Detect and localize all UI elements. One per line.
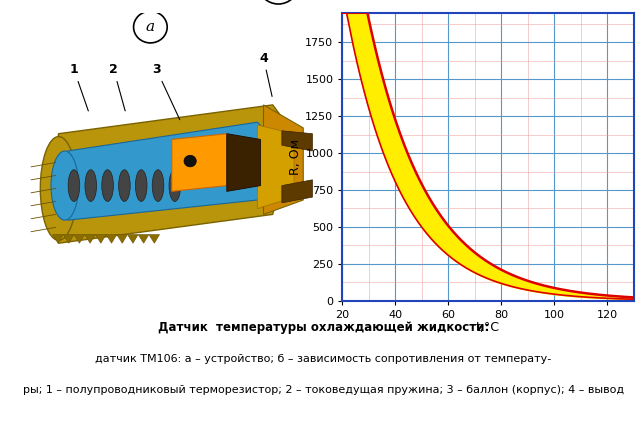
Polygon shape [95, 235, 106, 243]
Ellipse shape [136, 170, 147, 201]
Text: датчик ТМ106: а – устройство; б – зависимость сопротивления от температу-: датчик ТМ106: а – устройство; б – зависи… [95, 354, 551, 364]
Text: 4: 4 [259, 51, 272, 96]
Polygon shape [74, 235, 84, 243]
Polygon shape [257, 125, 294, 208]
Text: 2: 2 [109, 63, 125, 111]
Ellipse shape [51, 151, 79, 220]
Polygon shape [282, 131, 312, 151]
Polygon shape [56, 122, 276, 220]
Ellipse shape [102, 170, 113, 201]
Ellipse shape [184, 155, 196, 167]
Text: 1: 1 [70, 63, 88, 111]
Text: 3: 3 [152, 63, 180, 120]
Ellipse shape [118, 170, 130, 201]
Text: ры; 1 – полупроводниковый терморезистор; 2 – токоведущая пружина; 3 – баллон (ко: ры; 1 – полупроводниковый терморезистор;… [22, 385, 624, 395]
X-axis label: t,°C: t,°C [476, 321, 500, 334]
Ellipse shape [40, 137, 77, 241]
Polygon shape [227, 134, 260, 191]
Ellipse shape [68, 170, 80, 201]
Polygon shape [106, 235, 116, 243]
Polygon shape [127, 235, 138, 243]
Polygon shape [84, 235, 95, 243]
Ellipse shape [85, 170, 97, 201]
Polygon shape [52, 235, 63, 243]
Text: Датчик  температуры охлаждающей жидкости:: Датчик температуры охлаждающей жидкости: [157, 321, 489, 334]
Polygon shape [138, 235, 149, 243]
Polygon shape [149, 235, 159, 243]
Ellipse shape [169, 170, 180, 201]
Ellipse shape [152, 170, 164, 201]
Text: a: a [146, 20, 155, 34]
Polygon shape [116, 235, 127, 243]
Y-axis label: R, Ом: R, Ом [289, 139, 303, 175]
Polygon shape [264, 105, 303, 214]
Polygon shape [44, 105, 294, 243]
Polygon shape [172, 134, 227, 191]
Polygon shape [282, 180, 312, 203]
Polygon shape [63, 235, 74, 243]
